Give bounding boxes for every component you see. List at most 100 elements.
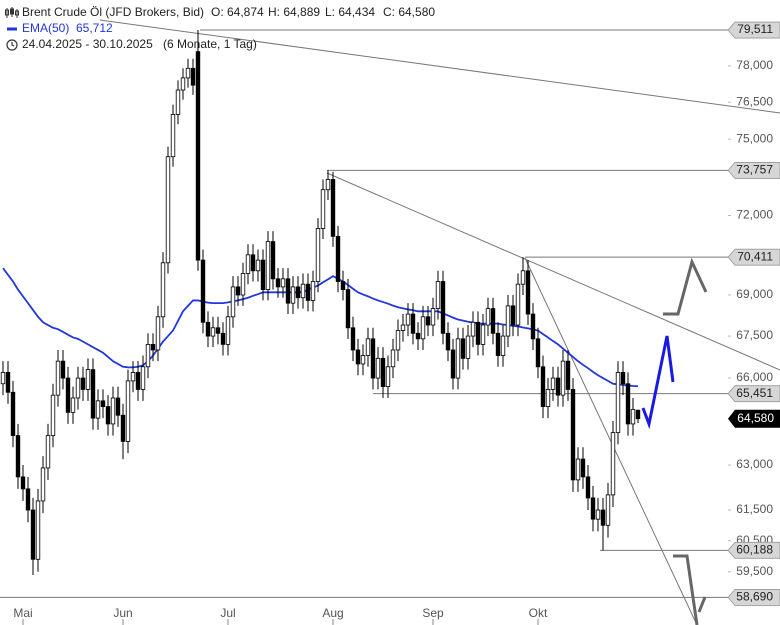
candle-body: [340, 281, 346, 290]
candle-body: [260, 259, 266, 290]
candle-body: [105, 406, 111, 425]
level-label-box: [727, 248, 780, 266]
candle-body: [415, 332, 421, 340]
candle-body: [115, 397, 121, 416]
candle-body: [625, 383, 631, 425]
legend-value: 65,712: [76, 21, 113, 35]
annotations: [641, 257, 708, 625]
candle-body: [395, 330, 401, 351]
candle-body: [30, 509, 36, 560]
level-label-box: [727, 541, 780, 559]
candle-body: [10, 391, 16, 436]
candle-body: [280, 278, 286, 288]
candle-body: [25, 488, 31, 511]
candle-body: [450, 349, 456, 379]
candle-body: [5, 372, 11, 393]
candle-body: [355, 349, 361, 365]
trendline: [326, 172, 780, 371]
candle-body: [160, 262, 166, 318]
candle-body: [150, 343, 156, 351]
candle-body: [530, 313, 536, 340]
candle-body: [615, 372, 621, 434]
ohlc-high: H: 64,889: [268, 5, 320, 19]
candle-body: [595, 509, 601, 520]
candle-body: [235, 286, 241, 296]
candle-body: [445, 332, 451, 351]
candle-body: [55, 360, 61, 396]
candle-body: [350, 327, 356, 351]
candle-body: [295, 286, 301, 299]
candle-body: [70, 397, 76, 413]
projection-arrow: [663, 257, 708, 316]
ohlc-open: O: 64,874: [211, 5, 264, 19]
candle-body: [535, 338, 541, 368]
candle-body: [590, 497, 596, 520]
candle-body: [315, 228, 321, 282]
level-label-box: [727, 21, 780, 39]
candle-body: [325, 179, 331, 191]
level-label: 65,451: [736, 386, 773, 400]
candle-body: [390, 349, 396, 368]
candle-body: [610, 432, 616, 496]
candle-body: [330, 179, 336, 237]
candle-body: [545, 389, 551, 407]
level-label: 79,511: [737, 22, 773, 36]
level-label: 70,411: [737, 249, 773, 263]
candle-body: [435, 281, 441, 309]
header: Brent Crude Öl (JFD Brokers, Bid) O: 64,…: [5, 5, 435, 51]
candle-body: [45, 435, 51, 469]
projection-arrow: [673, 554, 699, 625]
candle-body: [60, 360, 66, 379]
candle-body: [620, 372, 626, 385]
level-label-box: [727, 589, 780, 606]
y-tick-label: 75,000: [736, 131, 773, 145]
candle-body: [95, 400, 101, 419]
candle-body: [110, 397, 116, 425]
candle-body: [80, 377, 86, 390]
chart-icon: [5, 7, 19, 18]
level-label: 58,690: [736, 590, 773, 604]
candle-body: [370, 338, 376, 379]
candle-body: [50, 394, 56, 436]
candle-body: [15, 435, 21, 478]
x-tick-label: Jul: [220, 606, 235, 620]
ohlc-low: L: 64,434: [325, 5, 375, 19]
candle-body: [155, 316, 161, 351]
candle-body: [345, 289, 351, 329]
candle-body: [120, 414, 126, 442]
candle-body: [470, 321, 476, 337]
candle-body: [485, 308, 491, 326]
candle-body: [635, 409, 641, 420]
instrument-title: Brent Crude Öl (JFD Brokers, Bid): [22, 5, 204, 19]
candle-body: [565, 360, 571, 390]
candle-body: [310, 281, 316, 301]
y-tick-label: 78,000: [736, 58, 773, 72]
candle-body: [255, 259, 261, 272]
candle-body: [20, 476, 26, 490]
axes: 59,50060,50061,50063,00066,00067,50069,0…: [13, 0, 780, 625]
candle-body: [265, 241, 271, 290]
candle-body: [580, 458, 586, 478]
candle-body: [140, 366, 146, 390]
level-label-box: [727, 385, 780, 403]
last-price-box: [728, 409, 780, 428]
plot: [0, 30, 641, 575]
x-tick-label: Mai: [13, 606, 32, 620]
candle-body: [170, 114, 176, 158]
x-tick-label: Aug: [322, 606, 343, 620]
candle-body: [210, 327, 216, 337]
candle-body: [630, 409, 636, 425]
candle-body: [85, 369, 91, 390]
candle-body: [510, 305, 516, 326]
candle-body: [455, 338, 461, 379]
candle-body: [365, 338, 371, 356]
candle-body: [430, 308, 436, 326]
candle-body: [245, 254, 251, 274]
candle-body: [555, 377, 561, 396]
candle-body: [205, 321, 211, 337]
candle-body: [225, 316, 231, 345]
candle-body: [605, 494, 611, 526]
candle-body: [480, 324, 486, 345]
